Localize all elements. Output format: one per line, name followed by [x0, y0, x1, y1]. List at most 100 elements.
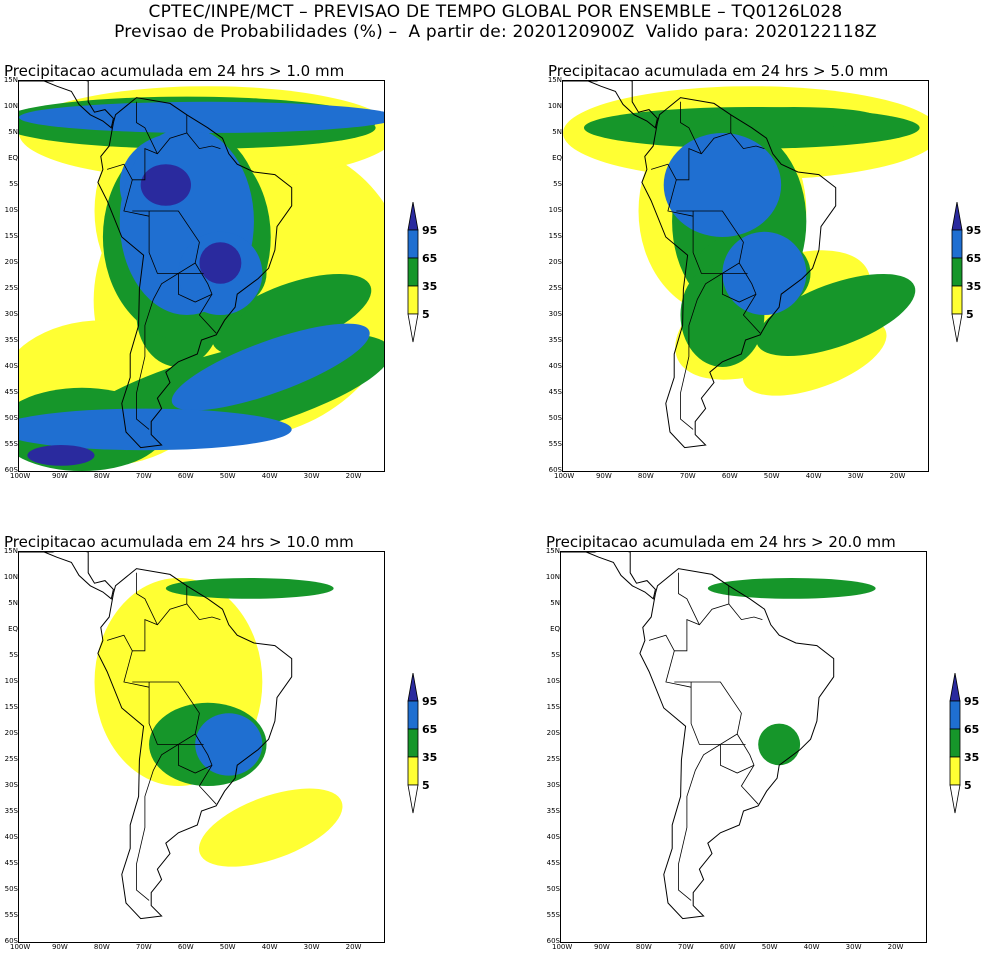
- longitude-label: 80W: [635, 943, 652, 951]
- longitude-label: 90W: [51, 943, 68, 951]
- colorbar-label: 95: [964, 695, 980, 708]
- chart-header-line2: Previsao de Probabilidades (%) – A parti…: [114, 22, 877, 42]
- longitude-label: 80W: [93, 472, 110, 480]
- latitude-label: 55S: [548, 440, 562, 448]
- latitude-label: 35S: [546, 807, 560, 815]
- latitude-label: 15S: [548, 232, 562, 240]
- latitude-label: 20S: [546, 729, 560, 737]
- longitude-label: 60W: [721, 472, 738, 480]
- longitude-label: 20W: [345, 472, 362, 480]
- colorbar-label: 35: [422, 280, 438, 293]
- latitude-label: 45S: [548, 388, 562, 396]
- latitude-label: 60S: [4, 466, 18, 474]
- map-panel-10mm: Precipitacao acumulada em 24 hrs > 10.0 …: [4, 533, 444, 953]
- panel-title: Precipitacao acumulada em 24 hrs > 5.0 m…: [548, 62, 889, 80]
- coastline-south-america: [97, 97, 293, 449]
- colorbar-label: 65: [964, 723, 980, 736]
- longitude-label: 60W: [177, 943, 194, 951]
- country-border: [650, 163, 694, 217]
- latitude-label: 45S: [546, 859, 560, 867]
- longitude-label: 90W: [51, 472, 68, 480]
- longitude-label: 20W: [887, 943, 904, 951]
- country-border: [674, 603, 763, 652]
- coastline-central-america: [561, 552, 656, 600]
- country-border: [177, 743, 213, 774]
- latitude-label: 10N: [545, 573, 560, 581]
- latitude-label: 15S: [546, 703, 560, 711]
- map-panel-20mm: Precipitacao acumulada em 24 hrs > 20.0 …: [546, 533, 986, 953]
- panel-title: Precipitacao acumulada em 24 hrs > 20.0 …: [546, 533, 896, 551]
- map-panel-5mm: Precipitacao acumulada em 24 hrs > 5.0 m…: [548, 62, 988, 482]
- country-border: [136, 572, 158, 625]
- longitude-label: 70W: [135, 943, 152, 951]
- latitude-label: 35S: [548, 336, 562, 344]
- latitude-label: EQ: [550, 625, 560, 633]
- latitude-label: 40S: [546, 833, 560, 841]
- country-border: [148, 682, 196, 745]
- coastline-south-america: [641, 97, 837, 449]
- colorbar-label: 65: [422, 723, 438, 736]
- country-border: [680, 273, 723, 430]
- map-area: [18, 551, 385, 943]
- colorbar-label: 95: [966, 224, 982, 237]
- longitude-label: 100W: [554, 472, 575, 480]
- colorbar-swatches: [949, 672, 961, 814]
- latitude-label: 50S: [4, 414, 18, 422]
- probability-region: [722, 231, 807, 315]
- longitude-label: 70W: [679, 472, 696, 480]
- longitude-label: 90W: [593, 943, 610, 951]
- longitude-label: 50W: [761, 943, 778, 951]
- country-border: [721, 272, 757, 303]
- country-border: [106, 634, 150, 688]
- colorbar-label: 35: [964, 751, 980, 764]
- map-canvas: [19, 81, 384, 471]
- country-border: [136, 744, 179, 901]
- country-border: [678, 744, 721, 901]
- latitude-label: 45S: [4, 388, 18, 396]
- latitude-label: 35S: [4, 336, 18, 344]
- latitude-label: 20S: [4, 729, 18, 737]
- longitude-label: 50W: [219, 943, 236, 951]
- country-border: [148, 211, 196, 274]
- longitude-label: 80W: [637, 472, 654, 480]
- colorbar-label: 35: [966, 280, 982, 293]
- colorbar-label: 65: [966, 252, 982, 265]
- longitude-label: 20W: [889, 472, 906, 480]
- country-border: [648, 634, 692, 688]
- map-area: [560, 551, 927, 943]
- latitude-label: 60S: [548, 466, 562, 474]
- longitude-label: 90W: [595, 472, 612, 480]
- longitude-label: 100W: [552, 943, 573, 951]
- colorbar-swatches: [951, 201, 963, 343]
- latitude-label: 20S: [548, 258, 562, 266]
- map-canvas: [563, 81, 928, 449]
- coastline-central-america: [563, 81, 658, 129]
- latitude-label: 25S: [546, 755, 560, 763]
- map-canvas: [561, 552, 876, 920]
- probability-region: [165, 578, 334, 599]
- probability-region: [19, 101, 384, 133]
- probability-region: [199, 242, 242, 284]
- latitude-label: 15N: [3, 76, 18, 84]
- longitude-label: 40W: [261, 472, 278, 480]
- latitude-label: 55S: [4, 911, 18, 919]
- panel-title: Precipitacao acumulada em 24 hrs > 10.0 …: [4, 533, 354, 551]
- longitude-label: 20W: [345, 943, 362, 951]
- probability-region: [19, 408, 292, 451]
- latitude-label: 10N: [3, 102, 18, 110]
- latitude-label: EQ: [8, 154, 18, 162]
- longitude-label: 30W: [847, 472, 864, 480]
- longitude-label: 30W: [845, 943, 862, 951]
- latitude-label: 60S: [4, 937, 18, 945]
- latitude-label: 15N: [3, 547, 18, 555]
- latitude-label: 5S: [9, 180, 18, 188]
- country-border: [676, 132, 765, 181]
- colorbar-label: 65: [422, 252, 438, 265]
- colorbar-label: 95: [422, 224, 438, 237]
- longitude-label: 60W: [177, 472, 194, 480]
- coastline-south-america: [97, 568, 293, 920]
- colorbar-label: 5: [422, 779, 430, 792]
- latitude-label: 35S: [4, 807, 18, 815]
- latitude-label: 10N: [3, 573, 18, 581]
- latitude-label: EQ: [552, 154, 562, 162]
